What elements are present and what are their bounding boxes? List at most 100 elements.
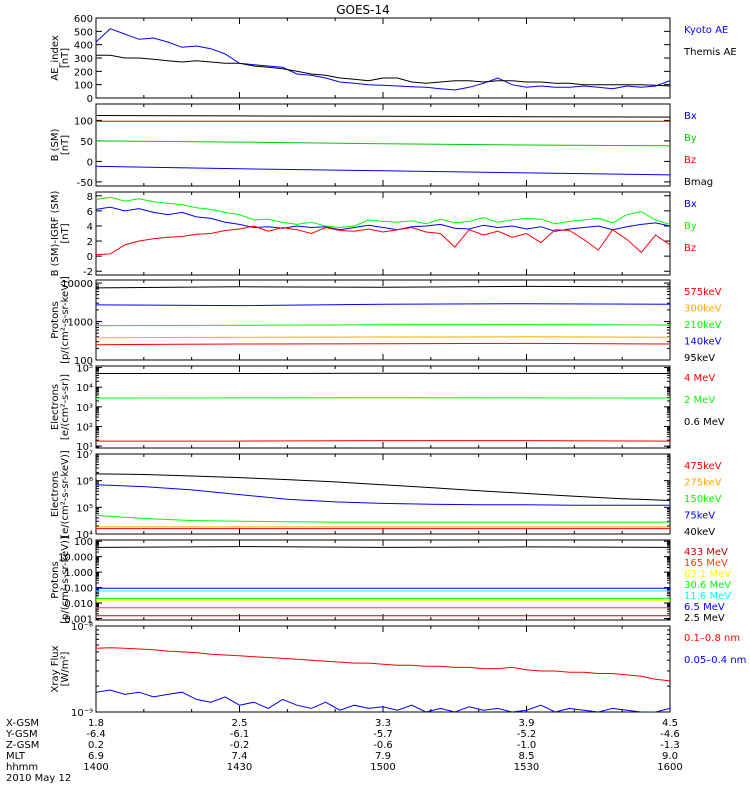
y-tick-label: 0 (87, 157, 93, 168)
legend-label: By (684, 133, 697, 144)
x-axis-value: -6.4 (86, 729, 106, 740)
legend-label: 0.05–0.4 nm (684, 655, 746, 666)
page-title: GOES-14 (336, 3, 390, 17)
y-axis-label: Protons (50, 561, 61, 598)
y-tick-label: 0 (87, 94, 93, 105)
series-line-bx (96, 165, 670, 176)
x-axis-row-label: MLT (6, 751, 26, 762)
legend-label: Bz (684, 243, 696, 254)
x-axis-value: 9.0 (662, 751, 678, 762)
x-axis-value: 8.5 (519, 751, 535, 762)
series-line-0-1-0-8-nm (96, 647, 670, 682)
legend-label: 150keV (684, 494, 722, 505)
x-axis-value: -0.2 (230, 740, 250, 751)
panel-bigrf: -2 0 2 4 6 8 B (SM)-IGRF (SM) [nT] Bx By Bz (50, 191, 697, 279)
x-axis-value: 7.9 (375, 751, 391, 762)
y-axis-label: Xray Flux (50, 645, 61, 692)
x-axis-value: -1.0 (517, 740, 537, 751)
legend-label: 275keV (684, 478, 722, 489)
panel-electrons2: 10⁴ 10⁵ 10⁶ 10⁷ Electrons [e/(cm²-s-sr-keV)] 4… (50, 450, 722, 541)
x-axis-value: -6.1 (230, 729, 250, 740)
y-tick-label: -50 (77, 178, 93, 189)
y-tick-label: 10⁵ (76, 364, 93, 375)
y-tick-label: 50 (80, 137, 93, 148)
y-axis-label: [nT] (60, 48, 71, 68)
x-axis-value: 1500 (370, 762, 395, 773)
y-tick-label: -2 (83, 267, 93, 278)
legend-label: 2.5 MeV (684, 613, 725, 624)
legend-label: Themis AE (683, 47, 737, 58)
legend-label: Bx (684, 199, 697, 210)
series-line-by (96, 140, 670, 147)
series-line-bx (96, 206, 670, 232)
y-tick-label: 1000 (68, 318, 93, 329)
x-axis-date: 2010 May 12 (6, 773, 71, 784)
series-line-575kev (96, 342, 670, 346)
x-axis-value: 4.5 (662, 718, 678, 729)
x-axis-value: 0.2 (88, 740, 104, 751)
series-line-210kev (96, 324, 670, 327)
x-axis-value: 1400 (83, 762, 108, 773)
series-line-75kev (96, 484, 670, 506)
y-tick-label: 10⁻⁹ (71, 708, 93, 719)
series-line-300kev (96, 336, 670, 339)
y-tick-label: 10⁴ (76, 383, 93, 394)
x-axis-value: -4.6 (660, 729, 680, 740)
series-line-kyoto-ae (96, 28, 670, 91)
y-axis-label: [nT] (60, 223, 71, 243)
series-line-40kev (96, 473, 670, 501)
panel-frame (95, 365, 671, 449)
series-line-150kev (96, 514, 670, 523)
series-line-by (96, 196, 670, 229)
y-tick-label: 4 (87, 222, 93, 233)
legend-label: 475keV (684, 461, 722, 472)
y-tick-label: 6 (87, 207, 93, 218)
x-axis-row-label: X-GSM (6, 718, 39, 729)
legend-label: 210keV (684, 320, 722, 331)
y-tick-label: 10² (76, 422, 93, 433)
y-axis-label: [nT] (60, 135, 71, 155)
panel-electrons1: 10¹ 10² 10³ 10⁴ 10⁵ Electrons [e/(cm²-s-sr)] 4 … (50, 364, 725, 454)
legend-label: Bx (684, 111, 697, 122)
series-line-95kev (96, 285, 670, 289)
series-lines (96, 473, 670, 530)
legend-label: 11.6 MeV (684, 591, 731, 602)
legend-label: 95keV (684, 353, 715, 364)
y-tick-label: 10⁶ (76, 477, 93, 488)
y-tick-label: 0.100 (64, 584, 93, 595)
y-axis-label: [e/(cm²-s-sr-keV)] (60, 450, 71, 538)
panel-frame (95, 625, 671, 713)
y-tick-label: 100 (74, 537, 93, 548)
x-axis-row-label: hhmm (6, 762, 38, 773)
y-tick-label: 500 (74, 27, 93, 38)
x-axis-value: 6.9 (88, 751, 104, 762)
y-tick-label: 0.001 (64, 615, 93, 626)
legend-label: 575keV (684, 287, 722, 298)
legend-label: 300keV (684, 304, 722, 315)
x-axis-value: 1430 (227, 762, 252, 773)
legend-label: 165 MeV (684, 558, 728, 569)
series-line-140kev (96, 303, 670, 307)
y-tick-label: 0.010 (64, 599, 93, 610)
x-axis-value: 1530 (514, 762, 539, 773)
y-axis-label: B (SM)-IGRF (SM) (50, 191, 61, 277)
legend-label: 63.1 MeV (684, 569, 731, 580)
series-line-bmag (96, 115, 670, 118)
series-lines (96, 647, 670, 712)
legend-label: 433 MeV (684, 547, 728, 558)
legend-label: 0.6 MeV (684, 417, 725, 428)
legend-label: 6.5 MeV (684, 602, 725, 613)
legend-label: By (684, 221, 697, 232)
y-tick-label: 100 (74, 356, 93, 367)
x-axis-value: -5.7 (373, 729, 393, 740)
y-tick-label: 2 (87, 237, 93, 248)
legend-label: 4 MeV (684, 373, 715, 384)
legend-label: 30.6 MeV (684, 580, 731, 591)
y-axis-label: Electrons (50, 384, 61, 430)
legend-label: 2 MeV (684, 395, 715, 406)
series-lines (96, 372, 670, 442)
y-tick-label: 0 (87, 252, 93, 263)
series-lines (96, 196, 670, 256)
legend-label: Kyoto AE (684, 25, 728, 36)
